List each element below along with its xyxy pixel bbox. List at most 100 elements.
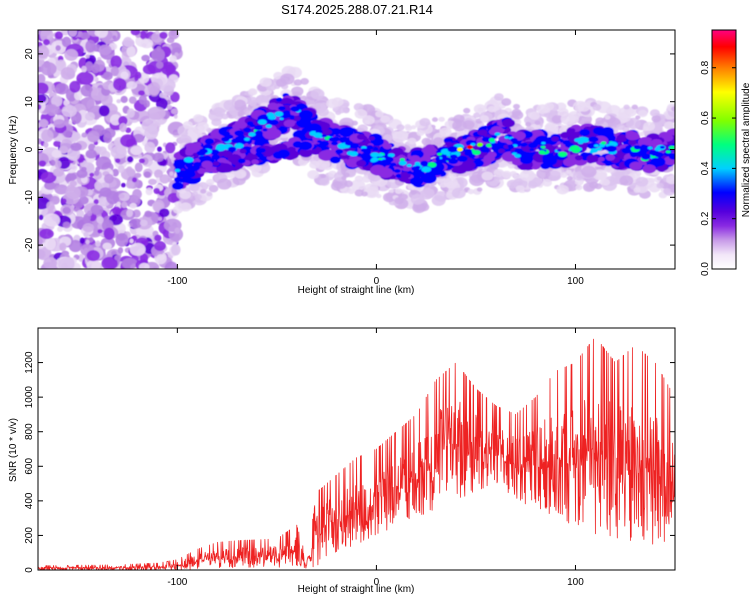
spectrogram-cell xyxy=(61,198,67,204)
spectrogram-cell xyxy=(186,171,195,177)
spectrogram-cell xyxy=(663,188,671,194)
spectrogram-cell xyxy=(377,157,383,161)
spectrogram-cell xyxy=(529,148,535,152)
spectrogram-cell xyxy=(76,169,88,179)
colorbar-label: Normalized spectral amplitude xyxy=(741,82,750,217)
spectrogram-cell xyxy=(248,132,256,137)
spectrogram-cell xyxy=(371,157,379,162)
spectrogram-cell xyxy=(395,173,402,178)
spectrogram-hotspot xyxy=(488,137,495,142)
colorbar-tick-label: 0.2 xyxy=(700,211,711,225)
spectrogram-cell xyxy=(315,159,331,170)
spectrogram-cell xyxy=(95,240,101,247)
spectrogram-cell xyxy=(117,247,124,254)
spectrogram-cell xyxy=(94,169,100,177)
spectrogram-cell xyxy=(260,95,269,103)
spectrogram-cell xyxy=(57,226,63,233)
spectrogram-cell xyxy=(597,156,605,162)
spectrogram-cell xyxy=(88,143,96,152)
spectrogram-cell xyxy=(151,48,165,62)
colorbar-tick-label: 0.4 xyxy=(700,161,711,175)
spectrogram-cell xyxy=(622,169,631,176)
spectrogram-cell xyxy=(486,143,493,148)
spectrogram-x-label: Height of straight line (km) xyxy=(298,285,415,296)
spectrogram-cell xyxy=(494,132,501,136)
spectrogram-cell xyxy=(171,182,184,190)
spectrogram-cell xyxy=(80,84,93,97)
spectrogram-cell xyxy=(115,232,129,247)
spectrogram-cell xyxy=(120,95,128,104)
spectrogram-cell xyxy=(192,191,198,197)
spectrogram-cell xyxy=(578,136,588,142)
spectrogram-cell xyxy=(568,128,576,133)
spectrogram-cell xyxy=(112,35,117,40)
spectrogram-cell xyxy=(356,160,367,167)
spectrogram-cell xyxy=(102,71,113,81)
spectrogram-y-tick-label: 20 xyxy=(24,48,35,60)
spectrogram-cell xyxy=(97,229,103,234)
spectrogram-cell xyxy=(616,123,626,131)
spectrogram-cell xyxy=(132,177,137,183)
spectrogram-cell xyxy=(121,182,126,188)
spectrogram-cell xyxy=(122,38,135,48)
spectrogram-cell xyxy=(639,146,647,151)
spectrogram-cell xyxy=(491,142,498,147)
spectrogram-cell xyxy=(380,159,391,166)
spectrogram-cell xyxy=(84,112,95,121)
spectrogram-cell xyxy=(370,164,386,176)
spectrogram-cell xyxy=(43,39,50,46)
spectrogram-cell xyxy=(243,127,252,133)
spectrogram-cell xyxy=(166,105,173,110)
spectrogram-cell xyxy=(404,124,411,130)
spectrogram-cell xyxy=(216,178,232,190)
spectrogram-cell xyxy=(275,78,287,87)
spectrogram-cell xyxy=(158,208,170,218)
spectrogram-cell xyxy=(394,197,404,205)
spectrogram-cell xyxy=(574,155,583,161)
spectrogram-cell xyxy=(656,182,664,189)
spectrogram-cell xyxy=(663,121,675,130)
spectrogram-cell xyxy=(159,92,168,99)
spectrogram-cell xyxy=(103,132,113,144)
spectrogram-cell xyxy=(170,108,179,115)
snr-line xyxy=(38,338,675,570)
spectrogram-cell xyxy=(145,187,153,196)
spectrogram-cell xyxy=(170,244,181,256)
spectrogram-cell xyxy=(470,142,476,146)
spectrogram-cell xyxy=(376,193,382,199)
figure-title: S174.2025.288.07.21.R14 xyxy=(281,2,433,17)
spectrogram-cell xyxy=(621,147,632,154)
spectrogram-cell xyxy=(498,148,506,154)
spectrogram-cell xyxy=(197,168,207,174)
colorbar-gradient xyxy=(712,30,736,269)
spectrogram-cell xyxy=(132,188,142,200)
spectrogram-cell xyxy=(259,77,272,87)
spectrogram-cell xyxy=(129,238,134,244)
spectrogram-cell xyxy=(274,111,284,117)
snr-x-tick-label: -100 xyxy=(167,577,187,588)
spectrogram-cell xyxy=(59,242,67,252)
spectrogram-cell xyxy=(49,159,56,166)
spectrogram-cell xyxy=(293,79,303,86)
spectrogram-cell xyxy=(193,114,204,123)
spectrogram-cell xyxy=(147,106,166,120)
spectrogram-cell xyxy=(76,71,94,85)
colorbar-tick-label: 0.0 xyxy=(700,262,711,276)
spectrogram-cell xyxy=(142,64,156,75)
spectrogram-cell xyxy=(251,136,259,141)
spectrogram-cell xyxy=(61,36,72,48)
spectrogram-cell xyxy=(199,148,208,154)
spectrogram-cell xyxy=(367,190,377,198)
spectrogram-cell xyxy=(571,147,581,153)
colorbar-frame xyxy=(711,29,737,270)
spectrogram-cell xyxy=(511,108,522,117)
spectrogram-cell xyxy=(506,140,513,145)
spectrogram-cell xyxy=(601,178,611,186)
spectrogram-cell xyxy=(93,199,100,205)
spectrogram-cell xyxy=(148,178,157,186)
spectrogram-cell xyxy=(44,181,56,190)
spectrogram-cell xyxy=(289,116,295,120)
spectrogram-cell xyxy=(574,178,584,186)
spectrogram-cell xyxy=(87,130,100,143)
